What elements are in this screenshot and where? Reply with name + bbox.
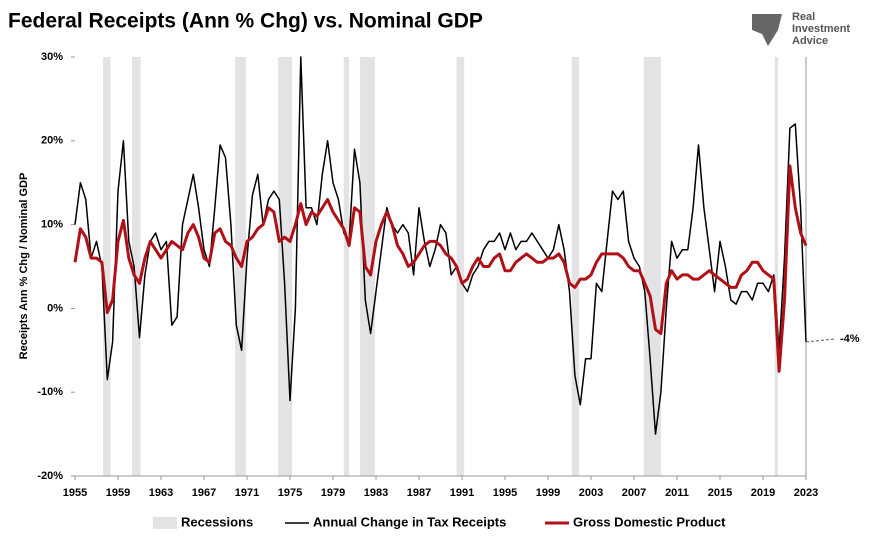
y-tick-label: 20% [41,135,63,147]
x-tick-label: 2003 [579,487,603,499]
logo: Real Investment Advice [752,11,850,47]
x-tick-label: 1967 [192,487,216,499]
x-tick-label: 2015 [708,487,732,499]
legend-swatch [153,517,177,529]
recession-band [131,57,141,476]
x-tick-label: 1975 [278,487,302,499]
recession-band [343,57,350,476]
y-tick-label: 10% [41,219,63,231]
x-tick-label: 1983 [364,487,388,499]
x-tick-label: 1971 [235,487,259,499]
y-tick-label: 0% [47,302,63,314]
x-tick-label: 2007 [622,487,646,499]
logo-text: Advice [792,35,828,47]
chart-title: Federal Receipts (Ann % Chg) vs. Nominal… [8,10,483,33]
x-tick-label: 1979 [321,487,345,499]
recession-band [102,57,111,476]
legend-label: Gross Domestic Product [573,514,726,529]
y-tick-label: 30% [41,51,63,63]
recession-band [643,57,661,476]
logo-mark [752,14,782,46]
y-tick-label: -20% [37,470,63,482]
legend-label: Annual Change in Tax Receipts [313,514,506,529]
series-line [74,56,807,435]
x-tick-label: 1995 [493,487,517,499]
recession-band [359,57,375,476]
x-tick-label: 2023 [794,487,818,499]
x-tick-label: 1999 [536,487,560,499]
x-tick-label: 1963 [149,487,173,499]
legend-label: Recessions [181,514,253,529]
x-tick-label: 1991 [450,487,474,499]
x-tick-label: 1959 [106,487,130,499]
recession-band [278,57,293,476]
recession-band [456,57,465,476]
annotation-leader [805,338,837,343]
recession-band [774,57,779,476]
x-tick-label: 2011 [665,487,689,499]
y-axis-label: Receipts Ann % Chg / Nominal GDP [18,173,30,360]
x-tick-label: 1987 [407,487,431,499]
recession-band [571,57,580,476]
logo-text: Real [792,11,815,23]
series-line [73,164,808,373]
x-tick-label: 1955 [63,487,87,499]
x-tick-label: 2019 [751,487,775,499]
logo-text: Investment [792,23,850,35]
y-tick-label: -10% [37,386,63,398]
annotation: -4% [840,333,860,345]
